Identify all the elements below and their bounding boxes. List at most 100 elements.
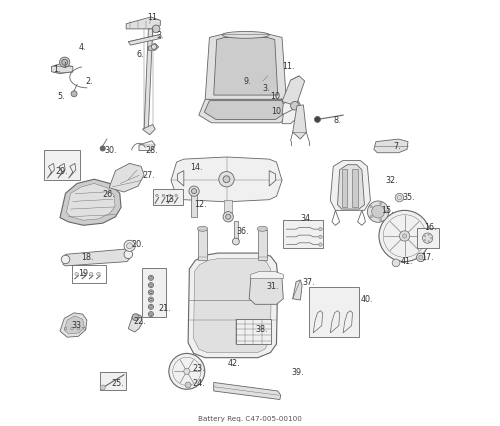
Circle shape: [380, 219, 382, 222]
Text: 22.: 22.: [134, 316, 146, 325]
Text: 33.: 33.: [72, 320, 84, 329]
Polygon shape: [178, 171, 184, 187]
Circle shape: [386, 211, 388, 213]
Circle shape: [370, 206, 372, 208]
Polygon shape: [60, 313, 87, 337]
Polygon shape: [60, 180, 121, 226]
Text: 7.: 7.: [394, 141, 401, 150]
Polygon shape: [330, 161, 370, 211]
Circle shape: [368, 201, 389, 223]
Circle shape: [75, 273, 78, 276]
Text: 39.: 39.: [292, 367, 304, 376]
Circle shape: [100, 385, 105, 390]
Bar: [234, 222, 238, 241]
Circle shape: [430, 238, 432, 239]
Circle shape: [148, 290, 154, 295]
Text: 29.: 29.: [56, 167, 68, 176]
Circle shape: [152, 45, 156, 50]
Text: 13.: 13.: [164, 195, 176, 204]
Circle shape: [192, 189, 196, 194]
Polygon shape: [269, 171, 276, 187]
Circle shape: [124, 250, 132, 259]
Polygon shape: [204, 101, 286, 120]
Circle shape: [232, 239, 239, 245]
Circle shape: [150, 277, 152, 279]
Polygon shape: [66, 184, 115, 221]
Circle shape: [392, 259, 400, 267]
Text: 19.: 19.: [78, 268, 91, 277]
Circle shape: [148, 276, 154, 281]
Text: 42.: 42.: [228, 358, 240, 368]
Bar: [100, 372, 126, 390]
Circle shape: [148, 283, 154, 288]
Circle shape: [395, 194, 404, 202]
Text: 20.: 20.: [132, 239, 144, 248]
Circle shape: [416, 253, 425, 262]
Circle shape: [150, 306, 152, 308]
Polygon shape: [249, 276, 284, 305]
Circle shape: [169, 354, 204, 389]
Polygon shape: [292, 106, 306, 140]
Text: 25.: 25.: [111, 378, 124, 387]
Circle shape: [124, 241, 135, 252]
Circle shape: [290, 102, 299, 111]
Text: 34.: 34.: [300, 213, 313, 223]
Text: 11.: 11.: [282, 61, 294, 71]
Circle shape: [318, 236, 322, 239]
Text: 1.: 1.: [52, 64, 60, 74]
Bar: [416, 229, 438, 248]
Polygon shape: [128, 36, 161, 46]
Circle shape: [226, 215, 231, 220]
Text: 17.: 17.: [422, 252, 434, 261]
Polygon shape: [139, 141, 155, 151]
Polygon shape: [144, 30, 152, 130]
Text: 32.: 32.: [386, 175, 398, 184]
Text: 2.: 2.: [86, 76, 93, 86]
Text: 27.: 27.: [142, 171, 155, 180]
Text: 15.: 15.: [382, 205, 394, 214]
Circle shape: [126, 243, 132, 249]
Circle shape: [168, 195, 171, 197]
Circle shape: [184, 368, 190, 374]
Polygon shape: [109, 164, 144, 193]
Circle shape: [428, 241, 430, 243]
Polygon shape: [374, 140, 408, 153]
Polygon shape: [282, 77, 304, 106]
Circle shape: [60, 58, 70, 68]
Bar: [352, 170, 358, 208]
Ellipse shape: [198, 227, 207, 232]
Circle shape: [150, 284, 152, 287]
Bar: [72, 265, 106, 283]
Circle shape: [62, 60, 68, 66]
Bar: [258, 230, 267, 261]
Polygon shape: [199, 100, 292, 124]
Polygon shape: [63, 249, 132, 266]
Bar: [44, 150, 80, 181]
Circle shape: [189, 187, 199, 197]
Text: 10.: 10.: [272, 107, 284, 116]
Text: 36.: 36.: [236, 226, 249, 236]
Circle shape: [314, 117, 320, 123]
Text: 4.: 4.: [78, 43, 86, 52]
Polygon shape: [128, 314, 142, 332]
Circle shape: [370, 216, 372, 219]
Circle shape: [82, 273, 86, 276]
Bar: [191, 193, 197, 217]
Polygon shape: [126, 18, 160, 30]
Circle shape: [318, 228, 322, 231]
Text: 8.: 8.: [334, 115, 341, 125]
Text: 30.: 30.: [104, 145, 117, 155]
Bar: [198, 230, 207, 261]
Bar: [236, 320, 272, 344]
Text: 12.: 12.: [194, 200, 207, 209]
Text: 3.: 3.: [263, 84, 270, 93]
Circle shape: [175, 195, 178, 197]
Circle shape: [379, 211, 430, 262]
Circle shape: [96, 273, 100, 276]
Circle shape: [402, 234, 406, 239]
Text: 10.: 10.: [270, 91, 283, 101]
Ellipse shape: [258, 227, 268, 232]
Polygon shape: [142, 125, 155, 135]
Circle shape: [219, 172, 234, 187]
Bar: [284, 220, 323, 248]
